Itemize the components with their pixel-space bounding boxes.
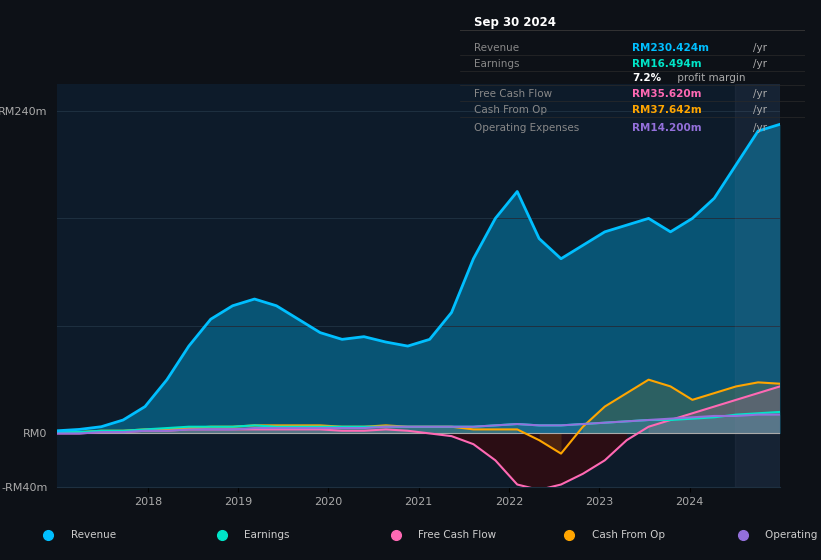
- Text: RM14.200m: RM14.200m: [632, 123, 702, 133]
- Text: 7.2%: 7.2%: [632, 73, 661, 83]
- Text: /yr: /yr: [753, 123, 767, 133]
- Text: profit margin: profit margin: [673, 73, 745, 83]
- Text: Revenue: Revenue: [71, 530, 116, 540]
- Text: Earnings: Earnings: [245, 530, 290, 540]
- Text: Sep 30 2024: Sep 30 2024: [474, 16, 556, 29]
- Text: Free Cash Flow: Free Cash Flow: [418, 530, 496, 540]
- Text: Revenue: Revenue: [474, 43, 519, 53]
- Text: RM35.620m: RM35.620m: [632, 89, 702, 99]
- Text: Cash From Op: Cash From Op: [591, 530, 664, 540]
- Text: /yr: /yr: [753, 89, 767, 99]
- Bar: [735, 84, 780, 487]
- Text: /yr: /yr: [753, 43, 767, 53]
- Text: Operating Expenses: Operating Expenses: [474, 123, 579, 133]
- Text: Free Cash Flow: Free Cash Flow: [474, 89, 552, 99]
- Text: /yr: /yr: [753, 59, 767, 69]
- Text: RM16.494m: RM16.494m: [632, 59, 702, 69]
- Text: Cash From Op: Cash From Op: [474, 105, 547, 115]
- Text: RM230.424m: RM230.424m: [632, 43, 709, 53]
- Text: RM37.642m: RM37.642m: [632, 105, 702, 115]
- Text: Earnings: Earnings: [474, 59, 519, 69]
- Text: Operating Expenses: Operating Expenses: [765, 530, 821, 540]
- Text: /yr: /yr: [753, 105, 767, 115]
